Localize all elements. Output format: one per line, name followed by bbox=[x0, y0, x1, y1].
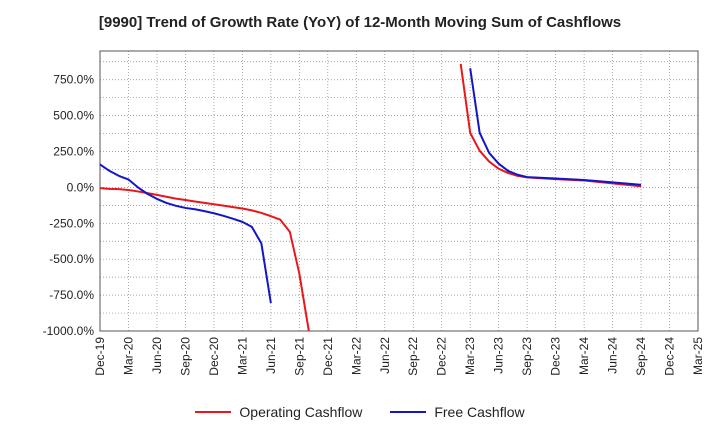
legend-swatch-free-cashflow bbox=[390, 411, 427, 413]
x-tick-label: Jun-21 bbox=[264, 337, 278, 374]
x-tick-label: Dec-19 bbox=[93, 337, 107, 376]
legend-item-operating-cashflow: Operating Cashflow bbox=[195, 404, 362, 420]
x-tick-label: Dec-23 bbox=[549, 337, 563, 376]
x-tick-label: Mar-20 bbox=[121, 337, 135, 375]
x-tick-label: Mar-25 bbox=[691, 337, 705, 375]
x-tick-label: Mar-23 bbox=[463, 337, 477, 375]
y-tick-label: 0.0% bbox=[67, 180, 95, 194]
x-tick-label: Jun-24 bbox=[606, 337, 620, 374]
y-tick-label: -750.0% bbox=[49, 288, 94, 302]
legend-swatch-operating-cashflow bbox=[195, 411, 232, 413]
plot-frame bbox=[99, 50, 699, 332]
x-tick-label: Jun-23 bbox=[492, 337, 506, 374]
legend-item-free-cashflow: Free Cashflow bbox=[390, 404, 525, 420]
y-tick-label: -500.0% bbox=[49, 252, 94, 266]
x-tick-label: Sep-24 bbox=[634, 337, 648, 376]
plot-area bbox=[100, 51, 698, 331]
y-tick-label: 750.0% bbox=[53, 73, 94, 87]
y-tick-label: 250.0% bbox=[53, 145, 94, 159]
x-tick-label: Dec-21 bbox=[321, 337, 335, 376]
legend-label-free-cashflow: Free Cashflow bbox=[434, 404, 525, 420]
x-tick-label: Sep-22 bbox=[406, 337, 420, 376]
x-tick-label: Sep-21 bbox=[292, 337, 306, 376]
x-tick-label: Sep-23 bbox=[520, 337, 534, 376]
x-tick-label: Sep-20 bbox=[178, 337, 192, 376]
x-tick-label: Dec-24 bbox=[663, 337, 677, 376]
axes: 750.0% 500.0% 250.0% 0.0% -250.0% -500.0% -750… bbox=[43, 50, 705, 376]
series-lines bbox=[99, 63, 642, 332]
y-tick-label: -1000.0% bbox=[43, 324, 95, 338]
y-tick-label: -250.0% bbox=[49, 216, 94, 230]
x-tick-label: Mar-22 bbox=[349, 337, 363, 375]
x-tick-label: Jun-20 bbox=[150, 337, 164, 374]
y-tick-label: 500.0% bbox=[53, 109, 94, 123]
x-tick-label: Dec-22 bbox=[435, 337, 449, 376]
chart-title: [9990] Trend of Growth Rate (YoY) of 12-… bbox=[98, 14, 622, 31]
x-tick-label: Mar-24 bbox=[577, 337, 591, 375]
x-tick-label: Jun-22 bbox=[378, 337, 392, 374]
series-line-free-cashflow bbox=[469, 68, 642, 186]
x-tick-label: Dec-20 bbox=[207, 337, 221, 376]
legend-label-operating-cashflow: Operating Cashflow bbox=[239, 404, 363, 420]
series-line-free-cashflow bbox=[99, 163, 272, 304]
x-tick-label: Mar-21 bbox=[235, 337, 249, 375]
legend: Operating Cashflow Free Cashflow bbox=[0, 404, 720, 420]
grid bbox=[99, 51, 699, 332]
series-line-operating-cashflow bbox=[99, 187, 310, 332]
